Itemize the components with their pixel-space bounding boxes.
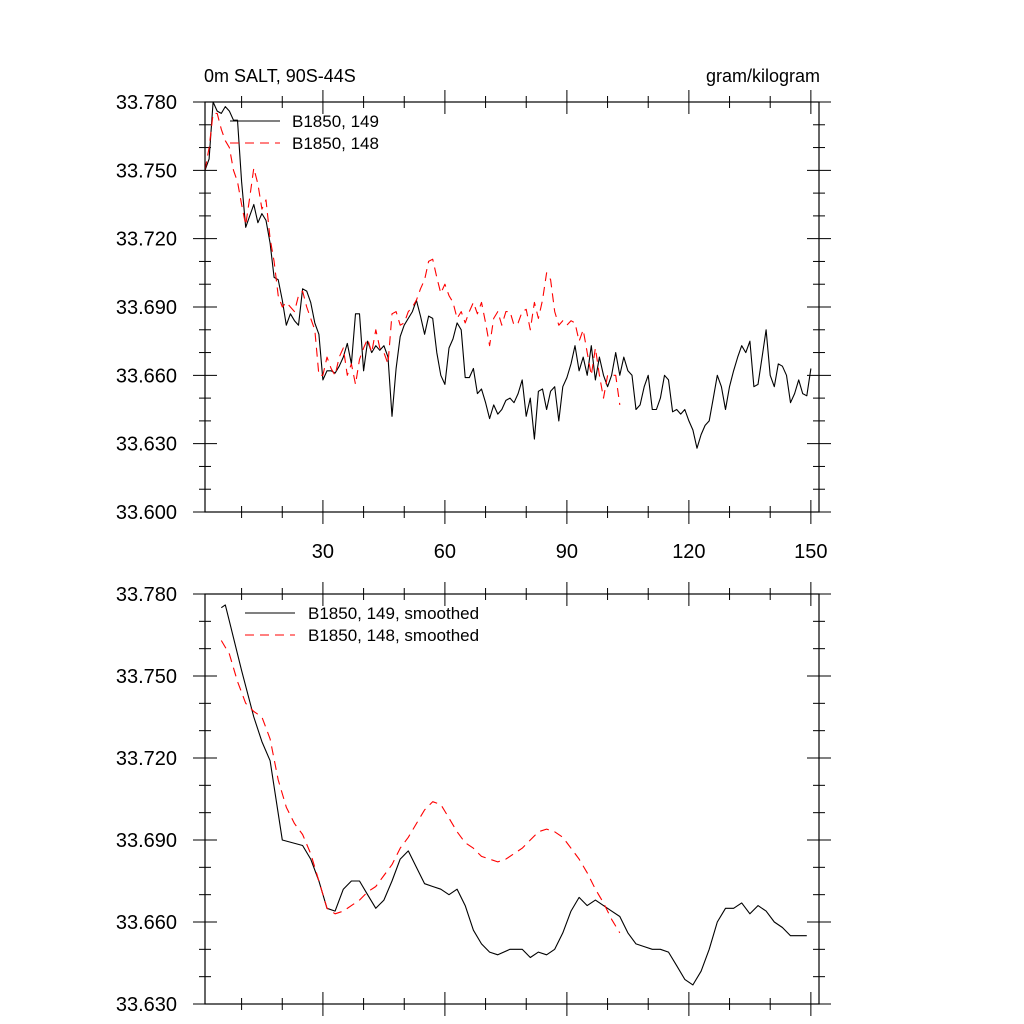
y-tick-label: 33.780 (116, 92, 177, 114)
top-panel-frame (204, 101, 820, 513)
y-tick-label: 33.750 (116, 160, 177, 182)
top-panel: 0m SALT, 90S-44S gram/kilogram 33.60033.… (116, 66, 831, 563)
y-tick-label: 33.720 (116, 748, 177, 770)
y-tick-label: 33.690 (116, 297, 177, 319)
y-tick-label: 33.720 (116, 229, 177, 251)
y-tick-label: 33.600 (116, 502, 177, 524)
bottom-panel: 33.630 33.660 33.690 33.720 33.750 33.780 B18… (116, 582, 831, 1016)
y-tick-label: 33.660 (116, 912, 177, 934)
x-tick-label: 120 (672, 541, 705, 563)
legend-label-148-smoothed: B1850, 148, smoothed (308, 626, 479, 645)
series-line-0 (204, 101, 812, 449)
y-tick-label: 33.750 (116, 666, 177, 688)
top-panel-series (204, 101, 812, 449)
y-tick-label: 33.630 (116, 994, 177, 1016)
y-tick-label: 33.630 (116, 434, 177, 456)
bottom-panel-legend: B1850, 149, smoothed B1850, 148, smoothe… (245, 604, 479, 645)
legend-label-149-smoothed: B1850, 149, smoothed (308, 604, 479, 623)
bottom-panel-frame (204, 593, 820, 1005)
legend-label-148: B1850, 148 (292, 134, 379, 153)
legend-label-149: B1850, 149 (292, 112, 379, 131)
y-tick-label: 33.660 (116, 365, 177, 387)
top-panel-units: gram/kilogram (706, 66, 820, 86)
series-line-0 (220, 604, 807, 986)
x-tick-label: 60 (434, 541, 456, 563)
bottom-panel-series (220, 604, 807, 986)
y-tick-label: 33.780 (116, 584, 177, 606)
bottom-panel-ticks: 33.630 33.660 33.690 33.720 33.750 33.780 (116, 582, 831, 1016)
top-panel-title: 0m SALT, 90S-44S (204, 66, 356, 86)
series-line-1 (220, 640, 621, 934)
top-panel-legend: B1850, 149 B1850, 148 (230, 112, 379, 153)
x-tick-label: 90 (556, 541, 578, 563)
top-panel-ticks: 33.600 33.630 33.660 33.690 33.720 33.750 33.7… (116, 90, 831, 563)
x-tick-label: 150 (794, 541, 827, 563)
y-tick-label: 33.690 (116, 830, 177, 852)
series-line-1 (204, 112, 621, 405)
x-tick-label: 30 (312, 541, 334, 563)
